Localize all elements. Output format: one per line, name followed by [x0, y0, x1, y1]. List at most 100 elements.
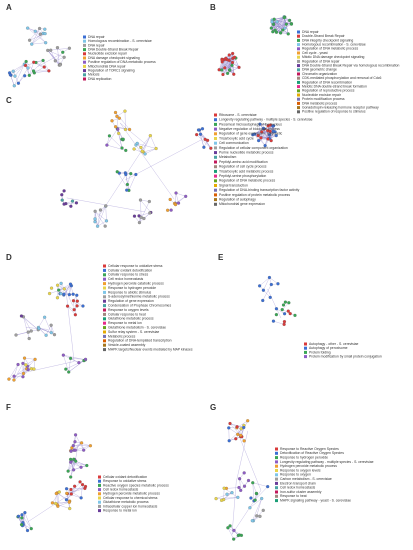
node	[22, 356, 27, 360]
node	[271, 22, 276, 26]
legend-swatch	[214, 179, 217, 183]
node	[267, 133, 272, 137]
node	[206, 138, 210, 142]
edge	[223, 497, 238, 500]
node	[246, 478, 251, 483]
legend-label: Glutathione metabolic process	[108, 317, 154, 321]
legend-label: Tricarboxylic acid cycle	[219, 136, 254, 140]
legend-swatch	[297, 110, 300, 114]
edge	[70, 462, 87, 466]
legend-swatch	[297, 30, 300, 34]
node	[88, 444, 93, 448]
legend-label: Vesicle-coated assembly	[108, 343, 146, 347]
node	[132, 147, 136, 151]
node	[214, 497, 218, 501]
edge	[273, 24, 283, 31]
edge	[67, 486, 86, 494]
edge	[35, 31, 46, 43]
node	[16, 514, 21, 518]
node	[71, 468, 76, 472]
node	[288, 18, 292, 22]
node	[71, 292, 75, 296]
edge	[25, 61, 34, 72]
legend-swatch	[297, 64, 300, 68]
node	[239, 488, 243, 492]
node	[57, 490, 61, 494]
node	[110, 119, 114, 123]
legend-swatch	[98, 496, 101, 500]
edge	[31, 42, 46, 45]
legend-swatch	[297, 89, 300, 93]
node	[117, 131, 121, 135]
node	[74, 201, 79, 205]
legend-label: DNA repair	[302, 30, 319, 34]
legend-swatch	[103, 268, 106, 272]
legend-label: Positive regulation of protein metabolic…	[219, 193, 290, 197]
node	[230, 60, 235, 65]
node	[120, 146, 124, 150]
node	[12, 374, 16, 378]
node	[32, 60, 36, 64]
node	[260, 496, 264, 501]
node	[24, 59, 28, 64]
node	[115, 114, 119, 118]
node	[95, 224, 100, 228]
legend-swatch	[103, 295, 106, 299]
node	[62, 292, 66, 296]
node	[85, 463, 89, 468]
legend-label: Gonadotropin-releasing hormone receptor …	[302, 105, 379, 109]
edge	[226, 487, 239, 489]
node	[47, 69, 51, 73]
edge	[143, 135, 151, 153]
edge	[45, 325, 52, 336]
legend-label: Positive regulation of response to stimu…	[302, 110, 366, 114]
legend-swatch	[297, 85, 300, 89]
edge	[120, 122, 175, 200]
edge	[175, 192, 177, 204]
node	[71, 444, 75, 448]
node	[68, 356, 73, 361]
legend-swatch	[214, 155, 217, 159]
legend-label: MAPK signaling pathway - yeast - S. cere…	[280, 498, 351, 502]
node	[73, 440, 77, 444]
node	[288, 312, 292, 316]
legend-label: DNA damage checkpoint signaling	[88, 56, 140, 60]
edge	[65, 290, 75, 362]
edge	[66, 488, 82, 498]
node	[73, 433, 78, 437]
node	[104, 204, 108, 208]
edge	[66, 481, 81, 500]
node	[267, 275, 272, 280]
node	[148, 211, 152, 215]
legend-swatch	[275, 447, 278, 451]
legend-swatch	[83, 60, 86, 64]
legend-swatch	[103, 326, 106, 330]
node	[135, 141, 139, 146]
node	[107, 134, 112, 138]
node	[23, 74, 27, 78]
legend-swatch	[98, 488, 101, 492]
edge	[143, 148, 157, 153]
edge	[269, 277, 279, 284]
legend-label: Peptidyl-serine phosphorylation	[219, 174, 266, 178]
node	[139, 215, 143, 219]
node	[239, 427, 243, 431]
edge	[237, 433, 262, 491]
node	[236, 495, 240, 499]
node	[80, 482, 85, 487]
node	[60, 198, 64, 202]
node	[222, 486, 226, 490]
legend-swatch	[214, 193, 217, 197]
legend-swatch	[83, 43, 86, 47]
legend-label: Cellular oxidant detoxification	[103, 475, 147, 479]
legend-label: MAPK targets/Nuclear events mediated by …	[108, 347, 193, 351]
node	[261, 508, 265, 512]
node	[231, 51, 235, 56]
node	[254, 491, 259, 495]
network-nodes	[7, 26, 71, 88]
legend-label: DNA Double-Strand Break Repair	[88, 47, 139, 51]
node	[220, 68, 224, 72]
node	[67, 46, 71, 50]
edge	[23, 316, 30, 339]
legend-swatch	[297, 55, 300, 59]
